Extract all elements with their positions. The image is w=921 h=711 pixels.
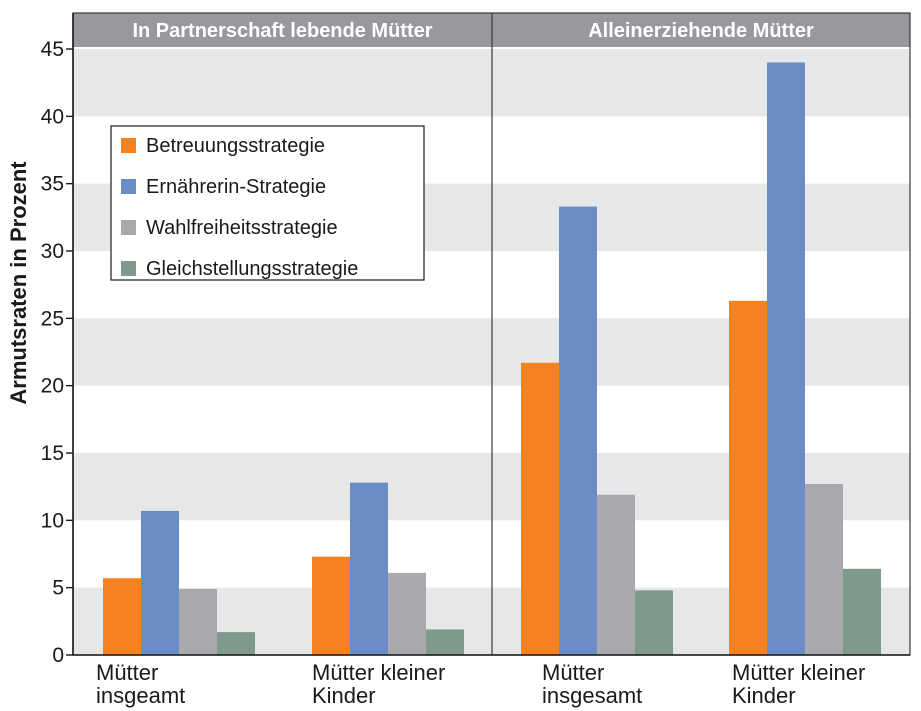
bar xyxy=(843,568,881,655)
category-label: Mütter kleiner Kinder xyxy=(732,660,865,708)
bar xyxy=(635,590,673,655)
bar xyxy=(179,589,217,655)
category-label: Mütter kleiner Kinder xyxy=(312,660,445,708)
legend-label: Betreuungsstrategie xyxy=(146,135,325,157)
legend-swatch xyxy=(121,179,136,194)
panel-title: Alleinerziehende Mütter xyxy=(588,20,814,42)
legend-swatch xyxy=(121,261,136,276)
bar xyxy=(426,629,464,655)
panel-header xyxy=(73,13,492,47)
bar xyxy=(388,572,426,655)
bar xyxy=(141,510,179,655)
category-label: Mütter insgeamt xyxy=(96,660,185,708)
panel-header xyxy=(492,13,910,47)
y-tick-label: 30 xyxy=(41,240,64,263)
y-tick-label: 10 xyxy=(41,509,64,532)
bar xyxy=(521,362,559,655)
legend-label: Gleichstellungsstrategie xyxy=(146,258,358,280)
category-label: Mütter insgesamt xyxy=(542,660,642,708)
bar xyxy=(350,482,388,655)
panel-title: In Partnerschaft lebende Mütter xyxy=(132,20,432,42)
y-tick-label: 20 xyxy=(41,375,64,398)
legend-label: Ernährerin-Strategie xyxy=(146,176,326,198)
y-tick-label: 5 xyxy=(52,577,64,600)
category-labels: Mütter insgeamt Mütter kleiner Kinder Mütter… xyxy=(96,660,865,708)
y-tick-label: 35 xyxy=(41,173,64,196)
y-tick-label: 0 xyxy=(52,644,64,667)
bar xyxy=(729,300,767,655)
legend: Betreuungsstrategie Ernährerin-Strategie W… xyxy=(110,125,425,281)
legend-label: Wahlfreiheitsstrategie xyxy=(146,217,338,239)
y-axis-label: Armutsraten in Prozent xyxy=(6,161,31,405)
legend-swatch xyxy=(121,138,136,153)
legend-swatch xyxy=(121,220,136,235)
bar xyxy=(559,206,597,655)
bar xyxy=(767,62,805,655)
axes xyxy=(72,12,911,656)
bar xyxy=(805,483,843,655)
bar xyxy=(312,556,350,655)
y-tick-label: 40 xyxy=(41,105,64,128)
y-tick-label: 45 xyxy=(41,38,64,61)
panel-headers: In Partnerschaft lebende Mütter Alleinerz… xyxy=(73,13,910,47)
bars xyxy=(103,62,881,655)
y-tick-label: 25 xyxy=(41,307,64,330)
bar xyxy=(217,632,255,655)
y-tick-labels: 0 5 10 15 20 25 30 35 40 45 xyxy=(41,38,73,667)
bar xyxy=(597,494,635,655)
bar xyxy=(103,578,141,655)
y-tick-label: 15 xyxy=(41,442,64,465)
legend-box xyxy=(110,125,425,281)
